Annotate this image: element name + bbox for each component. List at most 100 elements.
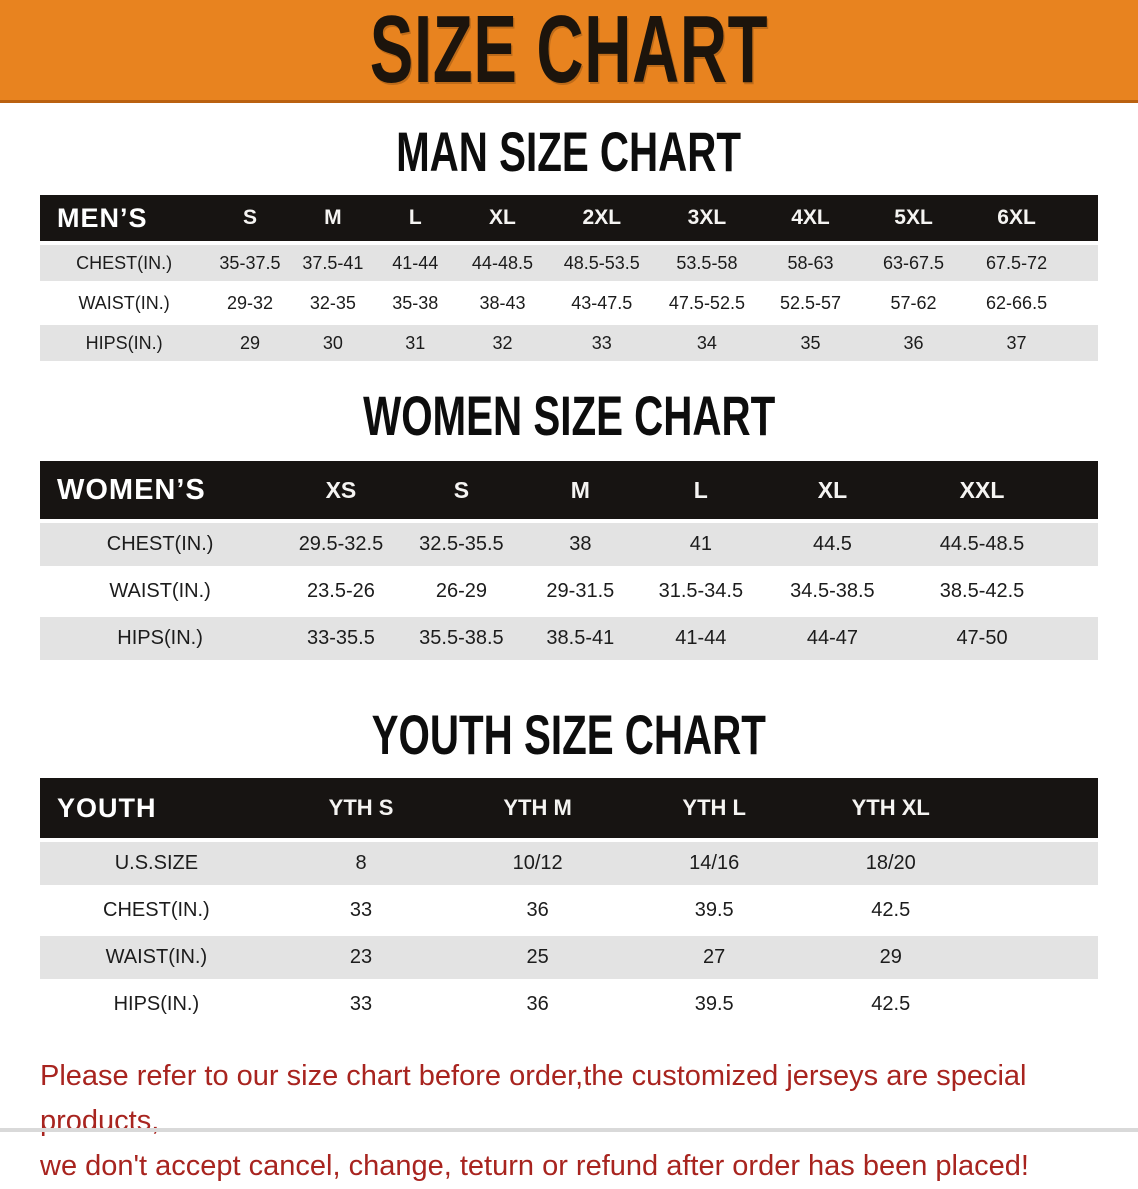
size-column-header: XXL — [902, 461, 1062, 519]
row-spacer-cell — [979, 889, 1098, 932]
row-spacer-cell — [979, 842, 1098, 885]
size-column-header: 4XL — [758, 195, 863, 241]
measurement-value: 10/12 — [449, 842, 626, 885]
measurement-value: 35.5-38.5 — [401, 617, 522, 660]
youth-chart-heading-text: YOUTH SIZE CHART — [371, 703, 767, 766]
measurement-row: WAIST(IN.) 23.5-26 26-29 29-31.5 31.5-34.5 34… — [40, 570, 1098, 613]
measurement-value: 29.5-32.5 — [280, 523, 402, 566]
measurement-value: 32 — [456, 325, 549, 361]
measurement-row: WAIST(IN.) 29-32 32-35 35-38 38-43 43-47.5 47.… — [40, 285, 1098, 321]
row-spacer-cell — [1068, 285, 1098, 321]
measurement-value: 44.5-48.5 — [902, 523, 1062, 566]
size-header-row: YOUTH YTH S YTH M YTH L YTH XL — [40, 778, 1098, 838]
measurement-value: 37 — [964, 325, 1069, 361]
measurement-value: 36 — [449, 983, 626, 1026]
measurement-row: U.S.SIZE 8 10/12 14/16 18/20 — [40, 842, 1098, 885]
measurement-row-label: HIPS(IN.) — [40, 983, 273, 1026]
measurement-value: 44.5 — [762, 523, 903, 566]
size-group-label: YOUTH — [40, 778, 273, 838]
measurement-row-label: CHEST(IN.) — [40, 523, 281, 566]
men-size-table: MEN’S S M L XL 2XL 3XL 4XL 5XL 6XL CHEST(IN.) 35-37… — [40, 191, 1098, 365]
size-column-header: YTH XL — [802, 778, 980, 838]
youth-size-section: YOUTH SIZE CHART YOUTH YTH S YTH M YTH L YTH… — [0, 703, 1138, 1030]
measurement-value: 38-43 — [456, 285, 549, 321]
measurement-row-label: WAIST(IN.) — [40, 570, 281, 613]
measurement-value: 29 — [208, 325, 292, 361]
measurement-value: 41-44 — [639, 617, 763, 660]
size-column-header: YTH S — [272, 778, 450, 838]
size-column-header: S — [208, 195, 292, 241]
women-size-section: WOMEN SIZE CHART WOMEN’S XS S M L XL XXL CHEST(… — [0, 384, 1138, 664]
women-chart-heading: WOMEN SIZE CHART — [0, 384, 1138, 447]
measurement-value: 44-47 — [762, 617, 903, 660]
measurement-value: 52.5-57 — [758, 285, 863, 321]
size-column-header: YTH M — [449, 778, 626, 838]
measurement-value: 31 — [374, 325, 457, 361]
size-header-row: MEN’S S M L XL 2XL 3XL 4XL 5XL 6XL — [40, 195, 1098, 241]
measurement-row: CHEST(IN.) 33 36 39.5 42.5 — [40, 889, 1098, 932]
measurement-value: 25 — [449, 936, 626, 979]
measurement-value: 36 — [862, 325, 965, 361]
size-group-label: WOMEN’S — [40, 461, 281, 519]
header-spacer-cell — [979, 778, 1098, 838]
measurement-value: 41 — [639, 523, 763, 566]
measurement-value: 62-66.5 — [964, 285, 1069, 321]
measurement-value: 63-67.5 — [862, 245, 965, 281]
row-spacer-cell — [1068, 325, 1098, 361]
measurement-value: 35-37.5 — [208, 245, 292, 281]
measurement-value: 43-47.5 — [548, 285, 656, 321]
measurement-value: 41-44 — [374, 245, 457, 281]
measurement-value: 18/20 — [802, 842, 980, 885]
measurement-value: 33 — [272, 983, 450, 1026]
measurement-row-label: U.S.SIZE — [40, 842, 273, 885]
size-column-header: 3XL — [655, 195, 759, 241]
size-column-header: YTH L — [625, 778, 803, 838]
size-chart-banner: SIZE CHART — [0, 0, 1138, 103]
order-disclaimer: Please refer to our size chart before or… — [40, 1054, 1118, 1189]
measurement-value: 23 — [272, 936, 450, 979]
measurement-value: 47.5-52.5 — [655, 285, 759, 321]
row-spacer-cell — [1061, 617, 1098, 660]
row-spacer-cell — [1068, 245, 1098, 281]
measurement-value: 58-63 — [758, 245, 863, 281]
measurement-value: 37.5-41 — [291, 245, 375, 281]
measurement-value: 39.5 — [625, 983, 803, 1026]
size-column-header: 2XL — [548, 195, 656, 241]
measurement-value: 8 — [272, 842, 450, 885]
youth-size-table: YOUTH YTH S YTH M YTH L YTH XL U.S.SIZE 8 10/12… — [40, 774, 1098, 1030]
header-spacer-cell — [1061, 461, 1098, 519]
measurement-value: 26-29 — [401, 570, 522, 613]
measurement-row: HIPS(IN.) 33 36 39.5 42.5 — [40, 983, 1098, 1026]
disclaimer-line-2: we don't accept cancel, change, teturn o… — [40, 1150, 1029, 1182]
measurement-value: 47-50 — [902, 617, 1062, 660]
size-group-label: MEN’S — [40, 195, 209, 241]
disclaimer-line-1: Please refer to our size chart before or… — [40, 1060, 1027, 1137]
measurement-value: 29-31.5 — [521, 570, 640, 613]
measurement-value: 36 — [449, 889, 626, 932]
women-size-table: WOMEN’S XS S M L XL XXL CHEST(IN.) 29.5-32.5 32.5… — [40, 457, 1098, 664]
measurement-value: 38.5-42.5 — [902, 570, 1062, 613]
measurement-value: 23.5-26 — [280, 570, 402, 613]
measurement-value: 35-38 — [374, 285, 457, 321]
size-header-row: WOMEN’S XS S M L XL XXL — [40, 461, 1098, 519]
measurement-value: 31.5-34.5 — [639, 570, 763, 613]
size-column-header: XL — [762, 461, 903, 519]
measurement-value: 33 — [548, 325, 656, 361]
measurement-row-label: WAIST(IN.) — [40, 285, 209, 321]
size-column-header: M — [521, 461, 640, 519]
measurement-value: 32-35 — [291, 285, 375, 321]
measurement-value: 34.5-38.5 — [762, 570, 903, 613]
measurement-row-label: CHEST(IN.) — [40, 245, 209, 281]
measurement-value: 14/16 — [625, 842, 803, 885]
women-chart-heading-text: WOMEN SIZE CHART — [362, 384, 776, 447]
measurement-row: WAIST(IN.) 23 25 27 29 — [40, 936, 1098, 979]
measurement-value: 34 — [655, 325, 759, 361]
man-chart-heading-text: MAN SIZE CHART — [396, 120, 742, 183]
measurement-value: 42.5 — [802, 889, 980, 932]
youth-chart-heading: YOUTH SIZE CHART — [0, 703, 1138, 766]
size-column-header: XL — [456, 195, 549, 241]
bottom-edge-divider — [0, 1128, 1138, 1132]
row-spacer-cell — [979, 936, 1098, 979]
measurement-row: CHEST(IN.) 29.5-32.5 32.5-35.5 38 41 44.5 44.5… — [40, 523, 1098, 566]
banner-title: SIZE CHART — [369, 0, 769, 103]
